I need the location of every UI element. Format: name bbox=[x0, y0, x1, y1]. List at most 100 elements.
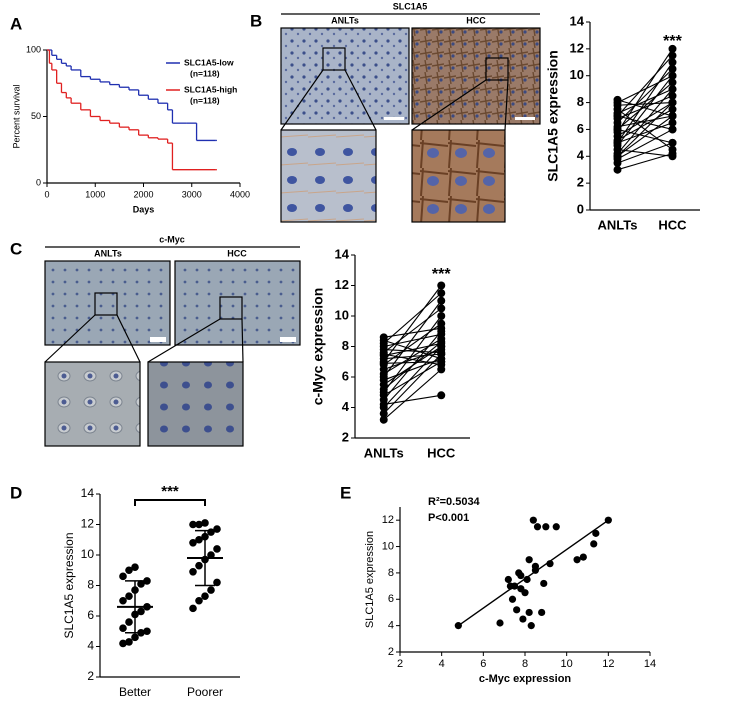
point bbox=[189, 520, 197, 529]
point bbox=[454, 622, 462, 630]
point bbox=[523, 575, 531, 584]
point bbox=[668, 118, 677, 127]
point bbox=[437, 304, 446, 313]
y-tick-label: 100 bbox=[26, 44, 41, 54]
pair-link bbox=[617, 108, 673, 141]
point bbox=[527, 622, 535, 630]
point bbox=[496, 619, 504, 627]
point bbox=[207, 551, 215, 559]
point bbox=[525, 608, 533, 617]
point bbox=[437, 337, 446, 346]
point bbox=[668, 105, 677, 114]
point bbox=[201, 592, 209, 600]
pair-link bbox=[617, 115, 673, 130]
y-tick-label: 10 bbox=[382, 540, 394, 552]
point bbox=[437, 357, 446, 366]
legend-label: SLC1A5-low bbox=[184, 57, 234, 67]
pair-link bbox=[617, 68, 673, 124]
significance: *** bbox=[161, 483, 179, 500]
y-tick-label: 8 bbox=[342, 338, 349, 353]
y-tick-label: 6 bbox=[577, 121, 584, 136]
point bbox=[137, 580, 145, 588]
point bbox=[529, 516, 537, 524]
point bbox=[213, 578, 221, 587]
point bbox=[531, 562, 540, 570]
point bbox=[668, 125, 677, 134]
point bbox=[506, 582, 515, 590]
image-label: HCC bbox=[466, 15, 486, 25]
point bbox=[119, 624, 127, 632]
significance: *** bbox=[663, 33, 682, 50]
pair-link bbox=[617, 99, 673, 117]
y-tick-label: 14 bbox=[81, 486, 95, 500]
point bbox=[668, 98, 677, 107]
x-tick-label: 8 bbox=[522, 658, 528, 670]
legend-n: (n=118) bbox=[190, 68, 220, 78]
point bbox=[189, 604, 197, 613]
point bbox=[195, 561, 203, 570]
legend-n: (n=118) bbox=[190, 95, 220, 105]
pair-link bbox=[383, 300, 442, 378]
pair-link bbox=[383, 394, 442, 405]
point bbox=[513, 606, 521, 614]
point bbox=[508, 595, 517, 603]
point bbox=[668, 44, 677, 53]
point bbox=[437, 296, 446, 305]
point bbox=[542, 523, 550, 531]
point bbox=[668, 78, 677, 87]
pair-link bbox=[383, 353, 442, 366]
point bbox=[195, 535, 203, 544]
x-tick-label: 4 bbox=[439, 658, 445, 670]
point bbox=[668, 152, 677, 161]
point bbox=[125, 618, 133, 626]
point bbox=[437, 348, 446, 357]
point bbox=[125, 638, 133, 646]
y-tick-label: 8 bbox=[388, 567, 394, 579]
y-tick-label: 14 bbox=[335, 246, 350, 261]
point bbox=[519, 615, 527, 623]
point bbox=[189, 567, 197, 576]
point bbox=[546, 560, 554, 568]
point bbox=[668, 145, 677, 154]
y-axis-label: Percent survival bbox=[11, 84, 21, 148]
x-tick-label: Better bbox=[119, 685, 151, 699]
panel-letter: C bbox=[10, 239, 22, 258]
y-tick-label: 2 bbox=[388, 646, 394, 658]
point bbox=[668, 91, 677, 100]
pair-link bbox=[617, 128, 673, 160]
image-label: ANLTs bbox=[331, 15, 359, 25]
x-tick-label: 10 bbox=[561, 658, 573, 670]
y-tick-label: 10 bbox=[81, 547, 95, 561]
panel-letter: B bbox=[250, 11, 262, 30]
x-axis-label: c-Myc expression bbox=[479, 673, 572, 685]
point bbox=[189, 539, 197, 547]
y-tick-label: 12 bbox=[335, 277, 349, 292]
y-tick-label: 10 bbox=[570, 67, 584, 82]
pair-link bbox=[383, 341, 442, 390]
y-tick-label: 8 bbox=[577, 94, 584, 109]
x-tick-label: 12 bbox=[602, 658, 614, 670]
y-tick-label: 2 bbox=[342, 429, 349, 444]
point bbox=[590, 540, 598, 548]
pair-link bbox=[383, 285, 442, 363]
point bbox=[604, 516, 612, 524]
point bbox=[125, 592, 133, 600]
point bbox=[668, 65, 677, 73]
point bbox=[201, 519, 209, 527]
point bbox=[668, 112, 677, 120]
pair-link bbox=[383, 361, 442, 396]
point bbox=[437, 289, 446, 298]
pair-link bbox=[617, 75, 673, 104]
point bbox=[379, 333, 388, 342]
y-axis-label: c-Myc expression bbox=[310, 288, 326, 406]
y-tick-label: 0 bbox=[36, 177, 41, 187]
panel-letter: E bbox=[340, 483, 351, 502]
pair-link bbox=[617, 149, 673, 157]
y-axis-label: SLC1A5 expression bbox=[364, 531, 376, 628]
point bbox=[379, 359, 388, 368]
point bbox=[504, 575, 512, 584]
y-tick-label: 4 bbox=[342, 399, 350, 414]
y-tick-label: 4 bbox=[577, 148, 585, 163]
point bbox=[195, 520, 203, 529]
x-tick-label: HCC bbox=[427, 445, 456, 460]
